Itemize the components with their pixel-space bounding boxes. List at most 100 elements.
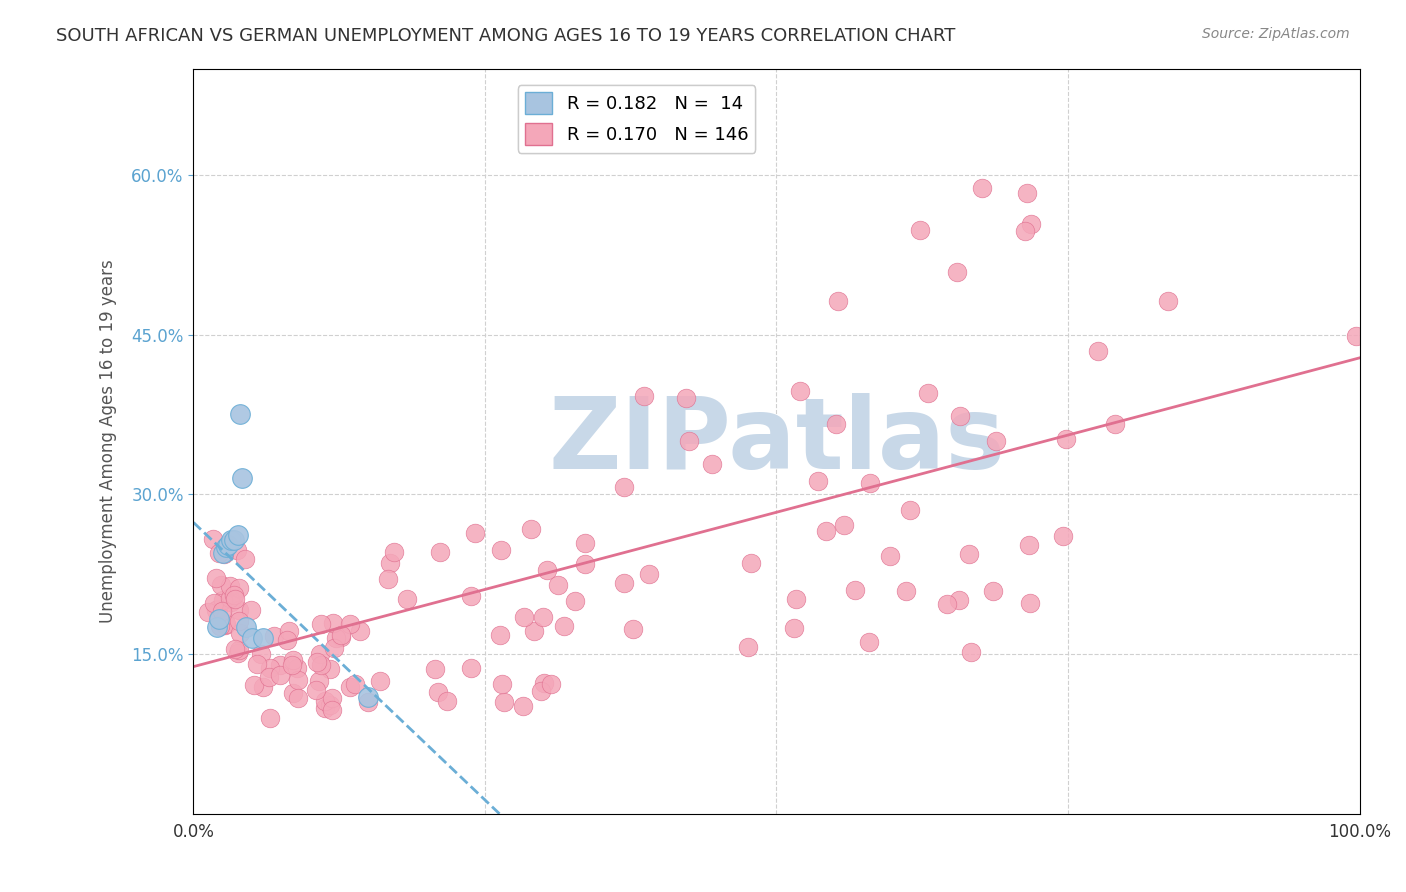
Point: [226, 543, 249, 558]
Point: [209, 578, 232, 592]
Point: [832, 517, 855, 532]
Point: [219, 533, 242, 547]
Point: [281, 658, 304, 673]
Point: [740, 556, 762, 570]
Point: [287, 691, 309, 706]
Point: [204, 602, 226, 616]
Text: Source: ZipAtlas.com: Source: ZipAtlas.com: [1202, 27, 1350, 41]
Point: [204, 570, 226, 584]
Point: [908, 223, 931, 237]
Point: [285, 661, 308, 675]
Point: [269, 667, 291, 681]
Point: [1054, 432, 1077, 446]
Point: [844, 582, 866, 597]
Point: [533, 675, 555, 690]
Point: [309, 616, 332, 631]
Point: [321, 703, 343, 717]
Point: [219, 591, 242, 606]
Point: [377, 572, 399, 586]
Text: ZIPatlas: ZIPatlas: [548, 392, 1005, 490]
Point: [1014, 224, 1036, 238]
Point: [523, 624, 546, 638]
Point: [269, 657, 291, 672]
Point: [782, 621, 804, 635]
Point: [464, 525, 486, 540]
Point: [239, 603, 262, 617]
Legend: R = 0.182   N =  14, R = 0.170   N = 146: R = 0.182 N = 14, R = 0.170 N = 146: [517, 85, 755, 153]
Point: [283, 653, 305, 667]
Point: [898, 503, 921, 517]
Point: [329, 628, 352, 642]
Point: [824, 417, 846, 431]
Point: [879, 549, 901, 563]
Point: [613, 480, 636, 494]
Point: [276, 633, 298, 648]
Point: [228, 581, 250, 595]
Point: [491, 677, 513, 691]
Point: [329, 630, 352, 644]
Point: [737, 640, 759, 655]
Point: [540, 677, 562, 691]
Point: [309, 657, 332, 672]
Point: [228, 625, 250, 640]
Point: [553, 619, 575, 633]
Point: [460, 589, 482, 603]
Point: [785, 591, 807, 606]
Point: [319, 662, 342, 676]
Point: [215, 541, 238, 555]
Point: [211, 604, 233, 618]
Point: [814, 524, 837, 538]
Point: [675, 391, 697, 405]
Point: [259, 661, 281, 675]
Point: [339, 680, 361, 694]
Point: [896, 583, 918, 598]
Point: [368, 673, 391, 688]
Point: [325, 632, 347, 646]
Point: [1344, 328, 1367, 343]
Point: [240, 631, 263, 645]
Point: [613, 575, 636, 590]
Point: [530, 684, 553, 698]
Point: [1019, 596, 1042, 610]
Point: [208, 546, 231, 560]
Point: [633, 389, 655, 403]
Point: [259, 710, 281, 724]
Point: [322, 616, 344, 631]
Point: [638, 566, 661, 581]
Point: [1157, 294, 1180, 309]
Point: [396, 592, 419, 607]
Point: [519, 522, 541, 536]
Point: [207, 602, 229, 616]
Point: [378, 556, 401, 570]
Point: [226, 527, 249, 541]
Point: [224, 642, 246, 657]
Point: [343, 677, 366, 691]
Point: [827, 294, 849, 309]
Point: [574, 535, 596, 549]
Point: [1052, 529, 1074, 543]
Point: [489, 627, 512, 641]
Point: [533, 609, 555, 624]
Point: [308, 673, 330, 688]
Point: [574, 558, 596, 572]
Point: [357, 690, 380, 704]
Point: [278, 624, 301, 638]
Point: [214, 617, 236, 632]
Point: [217, 538, 239, 552]
Point: [547, 578, 569, 592]
Point: [226, 646, 249, 660]
Point: [202, 532, 225, 546]
Point: [217, 537, 239, 551]
Point: [494, 694, 516, 708]
Point: [209, 618, 232, 632]
Point: [314, 694, 336, 708]
Point: [945, 265, 967, 279]
Point: [231, 471, 253, 485]
Point: [252, 631, 274, 645]
Point: [305, 656, 328, 670]
Point: [323, 640, 346, 655]
Point: [948, 593, 970, 607]
Point: [212, 547, 235, 561]
Point: [263, 629, 285, 643]
Point: [700, 457, 723, 471]
